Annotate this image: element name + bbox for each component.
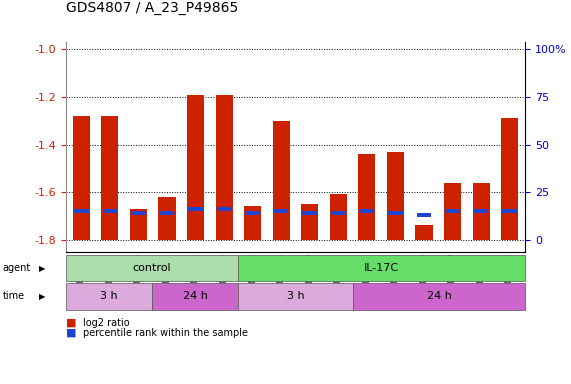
Bar [329, 194, 347, 240]
Bar [187, 94, 204, 240]
Text: ■: ■ [66, 328, 76, 338]
Bar [102, 116, 119, 240]
Bar [130, 209, 147, 240]
Text: log2 ratio: log2 ratio [83, 318, 130, 328]
Bar [387, 152, 404, 240]
Bar [445, 209, 460, 213]
Bar [216, 94, 233, 240]
Text: 3 h: 3 h [287, 291, 304, 301]
Bar [73, 116, 90, 240]
Bar [502, 209, 517, 213]
Text: ■: ■ [66, 318, 76, 328]
Bar [244, 206, 261, 240]
Bar [501, 118, 518, 240]
Bar [331, 211, 345, 215]
Bar [274, 209, 288, 213]
Text: control: control [132, 263, 171, 273]
Bar [444, 182, 461, 240]
Bar [303, 211, 317, 215]
Text: 24 h: 24 h [183, 291, 207, 301]
Text: 24 h: 24 h [427, 291, 452, 301]
Bar [474, 209, 488, 213]
Text: ▶: ▶ [39, 264, 45, 273]
Text: time: time [3, 291, 25, 301]
Bar [217, 207, 231, 211]
Bar [273, 121, 290, 240]
Bar [301, 204, 319, 240]
Bar [131, 211, 146, 215]
Text: IL-17C: IL-17C [364, 263, 399, 273]
Bar [103, 209, 117, 213]
Bar [74, 209, 89, 213]
Bar [417, 213, 431, 217]
Text: agent: agent [3, 263, 31, 273]
Bar [246, 211, 260, 215]
Bar [188, 207, 203, 211]
Bar [360, 209, 374, 213]
Bar [388, 211, 403, 215]
Text: percentile rank within the sample: percentile rank within the sample [83, 328, 248, 338]
Text: GDS4807 / A_23_P49865: GDS4807 / A_23_P49865 [66, 2, 238, 15]
Bar [160, 211, 174, 215]
Bar [158, 197, 176, 240]
Text: 3 h: 3 h [100, 291, 118, 301]
Bar [359, 154, 375, 240]
Text: ▶: ▶ [39, 292, 45, 301]
Bar [415, 225, 433, 240]
Bar [472, 182, 489, 240]
